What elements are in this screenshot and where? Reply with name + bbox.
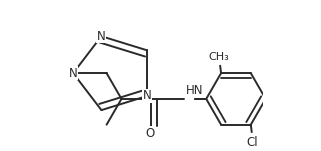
Text: CH₃: CH₃ [209, 52, 230, 62]
Text: N: N [97, 30, 106, 43]
Text: HN: HN [186, 84, 203, 97]
Text: Cl: Cl [247, 136, 258, 149]
Text: N: N [69, 67, 78, 80]
Text: O: O [146, 127, 155, 140]
Text: N: N [143, 90, 152, 103]
